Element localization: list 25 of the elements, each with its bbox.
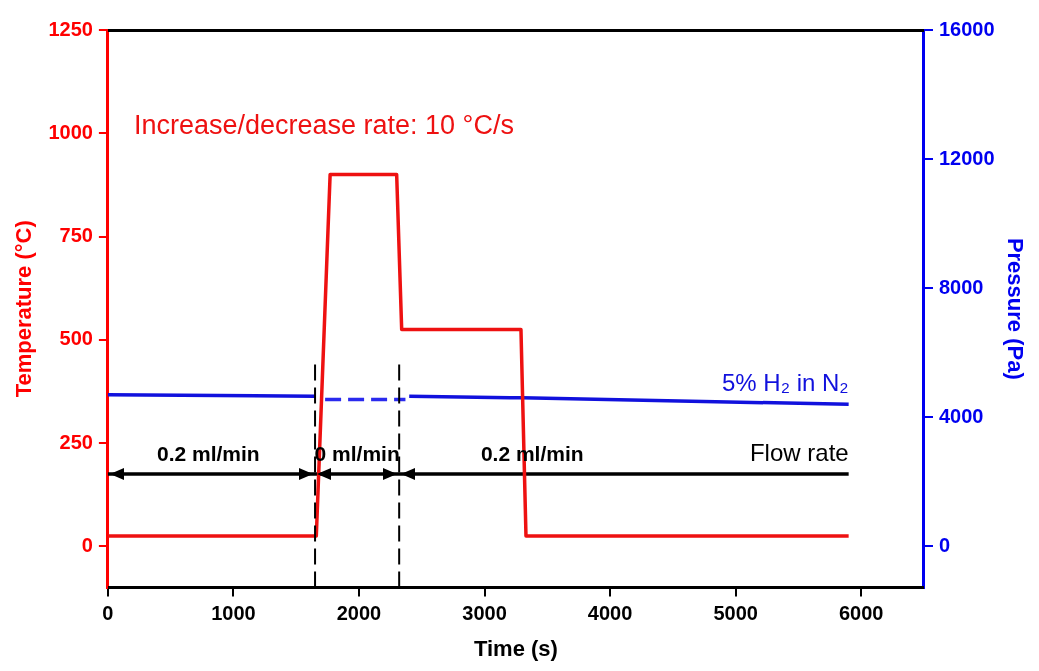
x-axis-title: Time (s) — [473, 635, 558, 661]
series-label: Flow rate — [749, 438, 849, 466]
annotation: Increase/decrease rate: 10 °C/s — [133, 109, 514, 140]
x-tick-label: 2000 — [336, 602, 382, 625]
y2-axis-title: Pressure (Pa) — [1002, 237, 1028, 380]
y-tick-label: 500 — [59, 327, 93, 350]
y-tick-label: 1250 — [48, 17, 93, 40]
y-tick-label: 750 — [59, 224, 93, 247]
y-tick-label: 1000 — [48, 120, 93, 143]
series-label: 5% H₂ in N₂ — [721, 368, 849, 396]
x-tick-label: 1000 — [211, 602, 256, 625]
x-tick-label: 5000 — [713, 602, 758, 625]
x-tick-label: 0 — [102, 602, 114, 625]
x-tick-label: 3000 — [462, 602, 507, 625]
x-tick-label: 4000 — [587, 602, 633, 625]
y2-tick-label: 8000 — [938, 275, 984, 298]
y2-tick-label: 12000 — [938, 146, 995, 169]
y2-tick-label: 16000 — [938, 17, 995, 40]
y2-tick-label: 4000 — [938, 404, 984, 427]
y-tick-label: 250 — [59, 430, 93, 453]
annotation: 0.2 ml/min — [156, 442, 260, 466]
y-axis-title: Temperature (°C) — [11, 220, 37, 398]
y-tick-label: 0 — [81, 533, 93, 556]
y2-tick-label: 0 — [938, 533, 951, 556]
x-tick-label: 6000 — [838, 602, 884, 625]
